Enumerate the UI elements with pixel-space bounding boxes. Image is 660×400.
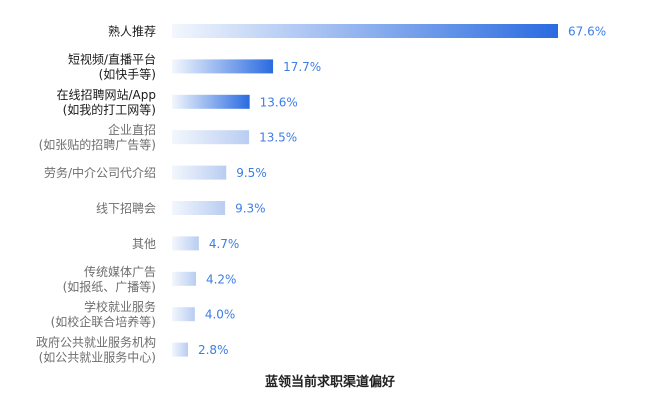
category-label-line: 其他 [132,237,156,251]
bar [172,59,274,74]
category-label: 在线招聘网站/App (如我的打工网等) [57,88,157,117]
bar [172,236,199,251]
bars-group [172,24,558,357]
category-label-line: (如报纸、广播等) [63,279,156,294]
value-label: 4.0% [205,308,236,322]
category-label: 劳务/中介公司代介绍 [44,165,156,180]
value-label: 9.3% [235,202,266,216]
category-label-line: 传统媒体广告 [84,264,156,279]
category-label-line: (如张贴的招聘广告等) [39,137,156,152]
value-label: 13.6% [260,95,298,109]
value-labels-group: 67.6% 17.7% 13.6% 13.5% 9.5% 9.3% 4.7% 4.2% 4.0%… [198,25,606,358]
category-label: 其他 [132,237,156,251]
bar [172,307,195,322]
category-label: 线下招聘会 [96,202,156,216]
value-label: 9.5% [236,166,266,180]
bar [172,130,250,145]
category-label-line: 企业直招 [108,122,156,137]
bar [172,94,250,109]
category-label-line: 在线招聘网站/App [57,88,157,102]
category-label-line: (如快手等) [99,66,156,81]
category-label: 传统媒体广告(如报纸、广播等) [63,264,156,294]
value-label: 17.7% [283,60,321,74]
bar [172,342,188,357]
category-label: 短视频/直播平台(如快手等) [68,51,156,81]
value-label: 67.6% [568,25,606,39]
category-label-line: 线下招聘会 [96,202,156,216]
value-label: 4.2% [206,272,237,286]
category-label-line: 学校就业服务 [84,299,156,314]
category-label: 企业直招(如张贴的招聘广告等) [39,122,156,152]
category-label: 学校就业服务(如校企联合培养等) [51,299,156,329]
category-label-line: 短视频/直播平台 [68,51,156,66]
category-label-line: (如公共就业服务中心) [39,350,156,365]
bar [172,271,196,286]
category-label-line: (如校企联合培养等) [51,314,156,329]
category-label-line: (如我的打工网等) [63,102,156,117]
bar [172,201,226,215]
value-label: 13.5% [259,131,297,145]
bar [172,165,227,180]
category-label-line: 劳务/中介公司代介绍 [44,165,156,180]
bar [172,24,558,38]
chart-title: 蓝领当前求职渠道偏好 [265,374,395,390]
category-label-line: 熟人推荐 [108,24,156,39]
category-label-line: 政府公共就业服务机构 [36,335,156,350]
category-label: 政府公共就业服务机构(如公共就业服务中心) [36,335,156,365]
value-label: 4.7% [209,237,240,251]
category-label: 熟人推荐 [108,24,156,39]
value-label: 2.8% [198,343,229,357]
